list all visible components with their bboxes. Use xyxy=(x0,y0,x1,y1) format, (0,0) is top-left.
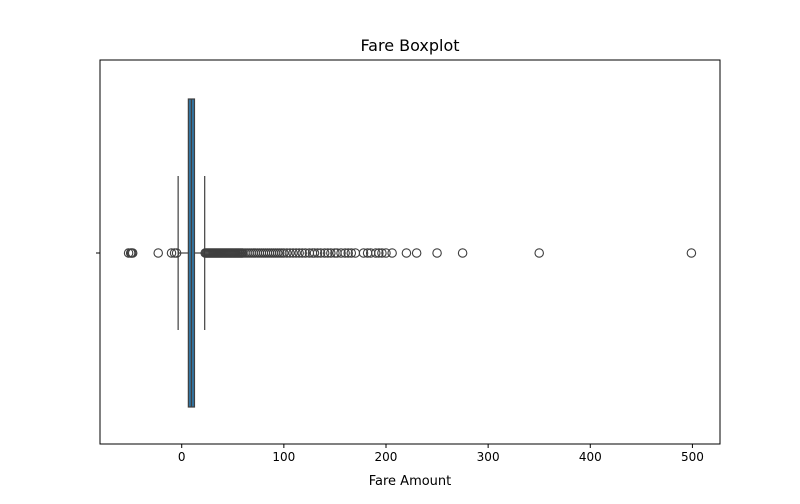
outlier-point xyxy=(282,248,292,258)
x-axis-label: Fare Amount xyxy=(369,474,452,489)
outlier-point xyxy=(377,248,387,258)
outlier-point xyxy=(279,248,289,258)
x-axis-ticks: 0 100 200 300 400 500 xyxy=(178,444,704,464)
outlier-point xyxy=(534,248,544,258)
outlier-point xyxy=(346,248,357,258)
outlier-point xyxy=(288,248,298,258)
outlier-point xyxy=(340,248,350,258)
outlier-point xyxy=(686,248,697,258)
outlier-point xyxy=(300,248,311,258)
outlier-point xyxy=(291,248,301,258)
outlier-point xyxy=(401,248,412,258)
outlier-point xyxy=(323,248,333,258)
axes-frame xyxy=(99,59,721,445)
x-tick-label: 0 xyxy=(178,450,186,464)
outlier-point xyxy=(381,248,391,258)
chart-title: Fare Boxplot xyxy=(360,36,459,55)
outlier-point xyxy=(127,248,138,258)
outlier-point xyxy=(336,248,346,258)
x-tick-label: 100 xyxy=(272,450,295,464)
outlier-point xyxy=(319,248,330,258)
outlier-point xyxy=(374,248,384,258)
outlier-point xyxy=(432,248,442,258)
x-tick-label: 300 xyxy=(477,450,500,464)
outlier-point xyxy=(153,248,163,258)
outlier-point xyxy=(315,248,326,258)
x-tick-label: 500 xyxy=(681,450,704,464)
outlier-point xyxy=(171,248,182,258)
outlier-point xyxy=(387,248,397,258)
outlier-point xyxy=(343,248,353,258)
outlier-point xyxy=(358,248,369,258)
plot-area xyxy=(123,98,697,408)
outlier-point xyxy=(285,248,295,258)
outlier-point xyxy=(312,248,323,258)
outlier-point xyxy=(457,248,468,258)
outlier-point xyxy=(326,248,336,258)
x-tick-label: 200 xyxy=(375,450,398,464)
outlier-point xyxy=(371,248,381,258)
outlier-point xyxy=(309,248,320,258)
outlier-point xyxy=(294,248,304,258)
outlier-point xyxy=(166,248,177,258)
outlier-point xyxy=(411,248,422,258)
outlier-point xyxy=(297,248,307,258)
x-tick-label: 400 xyxy=(579,450,602,464)
